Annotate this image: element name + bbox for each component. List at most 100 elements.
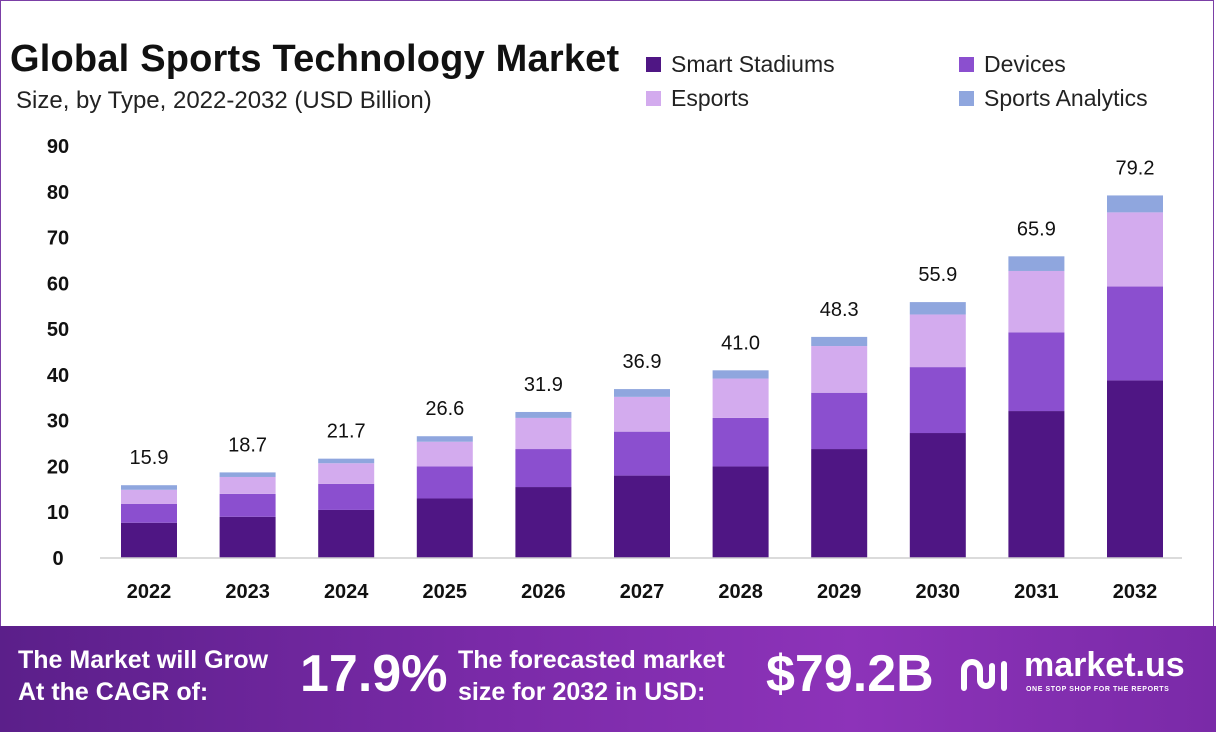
bar-segment-esports [909, 314, 966, 368]
bar-segment-smart-stadiums [219, 516, 276, 558]
x-tick-label: 2032 [1113, 581, 1158, 603]
data-label-total: 18.7 [228, 434, 267, 456]
data-label-total: 65.9 [1017, 218, 1056, 240]
bar-segment-sports-analytics [909, 302, 966, 315]
y-tick-label: 20 [47, 456, 69, 478]
legend-item-sports-analytics: Sports Analytics [959, 85, 1148, 112]
forecast-label: The forecasted market size for 2032 in U… [458, 644, 725, 708]
x-tick-label: 2029 [817, 581, 862, 603]
cagr-label-line1: The Market will Grow [18, 646, 269, 674]
footer-banner: The Market will Grow At the CAGR of: 17.… [0, 626, 1216, 732]
bar-segment-sports-analytics [811, 336, 868, 347]
legend-item-esports: Esports [646, 85, 749, 112]
y-tick-label: 70 [47, 228, 69, 250]
bar-segment-devices [1107, 286, 1163, 381]
data-label-total: 79.2 [1116, 157, 1155, 179]
legend-label: Esports [671, 85, 749, 111]
forecast-label-line1: The forecasted market [458, 646, 725, 674]
stacked-bar-chart: 010203040506070809015.9202218.7202321.72… [47, 136, 1182, 603]
chart-subtitle: Size, by Type, 2022-2032 (USD Billion) [16, 87, 432, 114]
legend-swatch-devices [959, 57, 974, 72]
bar-segment-devices [614, 431, 670, 476]
bar-segment-sports-analytics [416, 436, 473, 442]
data-label-total: 48.3 [820, 299, 859, 321]
y-tick-label: 10 [47, 502, 69, 524]
data-label-total: 41.0 [721, 332, 760, 354]
x-tick-label: 2028 [718, 581, 763, 603]
data-label-total: 36.9 [623, 351, 662, 373]
x-tick-label: 2024 [324, 581, 369, 603]
bar-segment-smart-stadiums [515, 487, 572, 558]
bar-segment-esports [1008, 270, 1065, 333]
x-tick-label: 2030 [916, 581, 961, 603]
market-us-logo-icon [961, 659, 1007, 691]
bar-segment-devices [909, 367, 966, 434]
bar-segment-smart-stadiums [909, 433, 966, 558]
bar-segment-sports-analytics [219, 472, 276, 477]
x-tick-label: 2025 [423, 581, 468, 603]
forecast-label-line2: size for 2032 in USD: [458, 678, 706, 706]
brand-tagline: ONE STOP SHOP FOR THE REPORTS [1026, 686, 1170, 693]
legend-swatch-smart-stadiums [646, 57, 661, 72]
legend-label: Smart Stadiums [671, 51, 835, 77]
bar-segment-esports [219, 476, 276, 494]
bar-segment-sports-analytics [515, 411, 572, 418]
bar-segment-devices [121, 503, 177, 523]
bar-segment-esports [811, 346, 868, 393]
data-label-total: 21.7 [327, 421, 366, 443]
bar-segment-devices [712, 417, 769, 467]
bar-segment-esports [318, 463, 375, 484]
legend-item-smart-stadiums: Smart Stadiums [646, 51, 835, 78]
x-tick-label: 2022 [127, 581, 172, 603]
bar-segment-smart-stadiums [1008, 411, 1065, 558]
data-label-total: 26.6 [425, 398, 464, 420]
bar-segment-devices [515, 449, 572, 488]
bar-segment-esports [614, 396, 670, 432]
bar-segment-sports-analytics [614, 389, 670, 397]
y-tick-label: 40 [47, 365, 69, 387]
cagr-label: The Market will Grow At the CAGR of: [18, 644, 268, 708]
bar-segment-esports [712, 378, 769, 418]
x-tick-label: 2027 [620, 581, 665, 603]
bar-segment-sports-analytics [121, 485, 177, 490]
cagr-label-line2: At the CAGR of: [18, 678, 209, 706]
y-tick-label: 50 [47, 319, 69, 341]
legend-swatch-esports [646, 91, 661, 106]
bar-segment-esports [121, 489, 177, 504]
bar-segment-smart-stadiums [121, 522, 177, 558]
data-label-total: 55.9 [918, 264, 957, 286]
bar-segment-smart-stadiums [811, 449, 868, 558]
legend-item-devices: Devices [959, 51, 1066, 78]
legend-label: Sports Analytics [984, 85, 1148, 111]
y-tick-label: 60 [47, 273, 69, 295]
bar-segment-devices [1008, 332, 1065, 412]
bar-segment-esports [515, 417, 572, 450]
bar-segment-esports [1107, 212, 1163, 287]
bar-segment-sports-analytics [1107, 195, 1163, 213]
bar-segment-smart-stadiums [712, 466, 769, 558]
x-tick-label: 2023 [225, 581, 270, 603]
y-tick-label: 30 [47, 411, 69, 433]
bar-segment-sports-analytics [318, 458, 375, 464]
bar-segment-devices [416, 466, 473, 499]
cagr-value: 17.9% [300, 645, 448, 703]
forecast-value: $79.2B [766, 645, 934, 703]
bar-segment-sports-analytics [712, 370, 769, 379]
bar-segment-esports [416, 441, 473, 467]
x-tick-label: 2031 [1014, 581, 1059, 603]
bar-segment-sports-analytics [1008, 256, 1065, 271]
data-label-total: 15.9 [130, 447, 169, 469]
legend-swatch-sports-analytics [959, 91, 974, 106]
bar-segment-smart-stadiums [318, 509, 375, 558]
chart-title: Global Sports Technology Market [10, 38, 620, 80]
bar-segment-devices [318, 483, 375, 510]
brand-name: market.us [1024, 646, 1185, 684]
y-tick-label: 80 [47, 182, 69, 204]
bar-segment-smart-stadiums [416, 498, 473, 558]
legend-label: Devices [984, 51, 1066, 77]
bar-segment-devices [219, 493, 276, 517]
x-tick-label: 2026 [521, 581, 566, 603]
bar-segment-smart-stadiums [614, 475, 670, 558]
y-tick-label: 90 [47, 136, 69, 158]
y-tick-label: 0 [52, 548, 63, 570]
